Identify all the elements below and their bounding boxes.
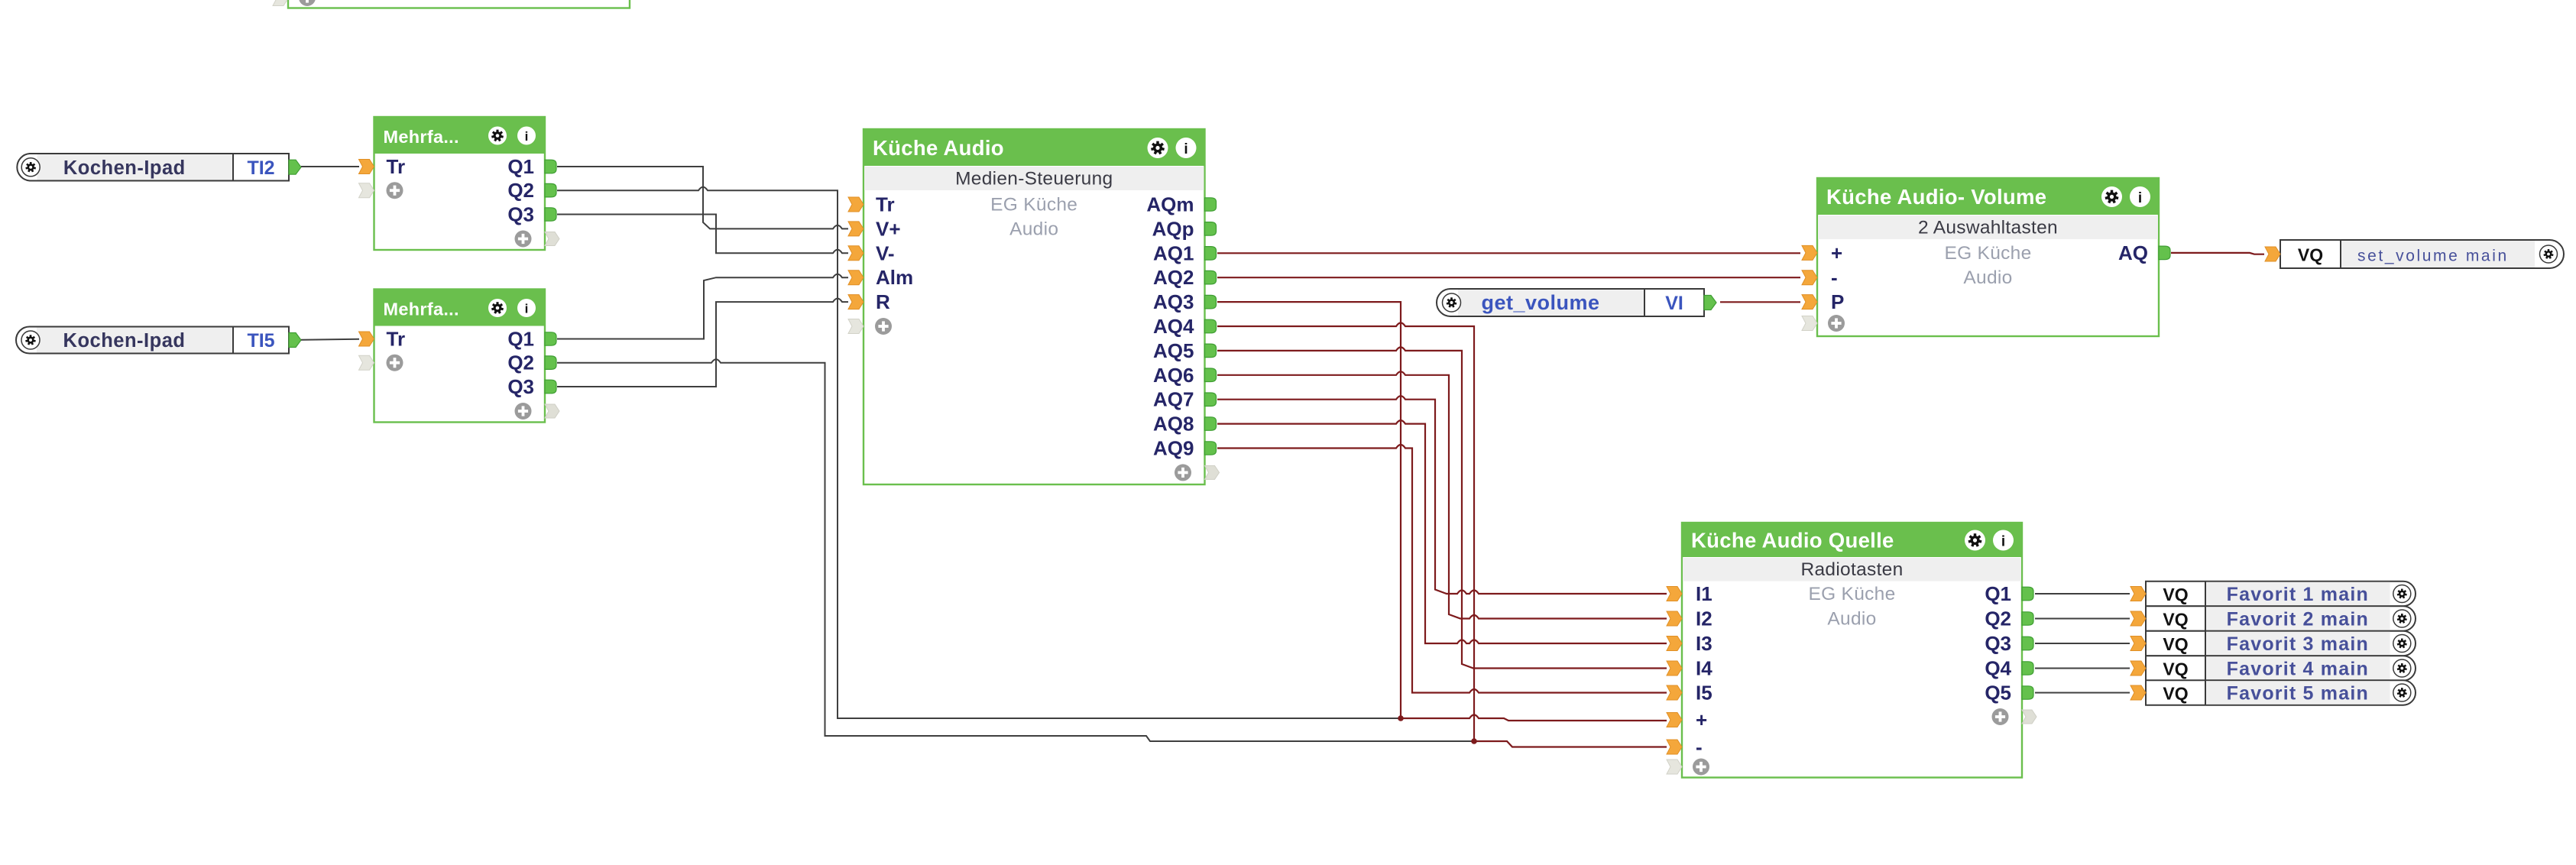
svg-text:Q2: Q2 [507, 179, 534, 202]
svg-text:TI2: TI2 [247, 157, 274, 179]
svg-text:i: i [2138, 190, 2142, 206]
svg-text:-: - [1696, 736, 1703, 759]
svg-text:2 Auswahltasten: 2 Auswahltasten [1918, 218, 2058, 238]
svg-text:Audio: Audio [1963, 267, 2012, 288]
svg-text:Favorit 4 main: Favorit 4 main [2227, 659, 2369, 680]
svg-text:AQ2: AQ2 [1153, 266, 1194, 289]
svg-text:Favorit 1 main: Favorit 1 main [2227, 584, 2369, 605]
svg-text:AQ3: AQ3 [1153, 290, 1194, 313]
svg-text:set_volume main: set_volume main [2357, 248, 2509, 265]
svg-text:I2: I2 [1696, 607, 1712, 630]
svg-text:Mehrfa...: Mehrfa... [384, 127, 459, 147]
svg-text:Küche Audio- Volume: Küche Audio- Volume [1826, 185, 2046, 209]
svg-text:AQ1: AQ1 [1153, 241, 1194, 264]
svg-text:AQ9: AQ9 [1153, 437, 1194, 460]
svg-text:i: i [525, 302, 529, 316]
svg-text:I3: I3 [1696, 632, 1712, 655]
svg-text:I4: I4 [1696, 657, 1712, 680]
svg-text:VQ: VQ [2163, 585, 2188, 604]
svg-text:Kochen-Ipad: Kochen-Ipad [63, 157, 186, 179]
svg-text:Q1: Q1 [1985, 582, 2011, 605]
svg-text:R: R [876, 290, 890, 313]
svg-text:Audio: Audio [1009, 219, 1058, 239]
svg-text:AQ8: AQ8 [1153, 413, 1194, 436]
svg-text:+: + [1696, 708, 1707, 731]
svg-text:Q2: Q2 [507, 352, 534, 374]
svg-text:VQ: VQ [2163, 634, 2188, 654]
svg-text:AQ7: AQ7 [1153, 388, 1194, 411]
svg-text:VQ: VQ [2163, 684, 2188, 704]
svg-text:AQ6: AQ6 [1153, 364, 1194, 387]
svg-text:Q3: Q3 [507, 203, 534, 226]
svg-text:Alm: Alm [876, 266, 913, 289]
svg-text:Küche Audio: Küche Audio [873, 136, 1004, 160]
svg-text:Q1: Q1 [507, 155, 534, 178]
svg-text:Audio: Audio [1827, 609, 1876, 630]
svg-text:i: i [1184, 141, 1188, 157]
svg-text:Q3: Q3 [1985, 632, 2011, 655]
svg-text:Favorit 5 main: Favorit 5 main [2227, 683, 2369, 705]
svg-text:V+: V+ [876, 217, 901, 240]
svg-text:EG Küche: EG Küche [990, 195, 1077, 215]
svg-text:Q5: Q5 [1985, 682, 2011, 705]
svg-text:Q3: Q3 [507, 375, 534, 398]
svg-text:Favorit 2 main: Favorit 2 main [2227, 609, 2369, 630]
svg-text:Kochen-Ipad: Kochen-Ipad [63, 330, 186, 352]
svg-text:Favorit 3 main: Favorit 3 main [2227, 633, 2369, 655]
svg-text:i: i [2001, 533, 2005, 549]
svg-text:AQp: AQp [1152, 217, 1194, 240]
svg-text:VQ: VQ [2298, 245, 2323, 265]
svg-text:I1: I1 [1696, 582, 1712, 605]
svg-text:Tr: Tr [387, 155, 406, 178]
svg-text:AQ: AQ [2118, 241, 2148, 264]
svg-text:Q1: Q1 [507, 328, 534, 351]
svg-text:VQ: VQ [2163, 610, 2188, 630]
svg-text:Tr: Tr [876, 193, 895, 216]
svg-text:VQ: VQ [2163, 659, 2188, 679]
svg-text:AQ4: AQ4 [1153, 315, 1194, 338]
svg-text:V-: V- [876, 241, 895, 264]
svg-text:Q2: Q2 [1985, 607, 2011, 630]
svg-text:-: - [1831, 266, 1838, 289]
svg-text:P: P [1831, 290, 1844, 313]
svg-text:i: i [525, 129, 529, 144]
svg-text:Medien-Steuerung: Medien-Steuerung [955, 169, 1113, 190]
svg-text:VI: VI [1665, 293, 1683, 314]
svg-text:EG Küche: EG Küche [1808, 584, 1895, 604]
svg-text:AQ5: AQ5 [1153, 339, 1194, 362]
svg-text:EG Küche: EG Küche [1944, 243, 2031, 264]
svg-text:+: + [1831, 241, 1842, 264]
svg-text:I5: I5 [1696, 682, 1712, 705]
svg-text:Mehrfa...: Mehrfa... [384, 300, 459, 319]
svg-text:Radiotasten: Radiotasten [1800, 559, 1903, 580]
svg-text:Küche Audio Quelle: Küche Audio Quelle [1691, 529, 1894, 552]
svg-text:TI5: TI5 [247, 330, 274, 352]
svg-text:get_volume: get_volume [1481, 291, 1599, 314]
svg-text:Q4: Q4 [1985, 657, 2011, 680]
svg-text:Tr: Tr [387, 328, 406, 351]
svg-text:AQm: AQm [1146, 193, 1194, 216]
